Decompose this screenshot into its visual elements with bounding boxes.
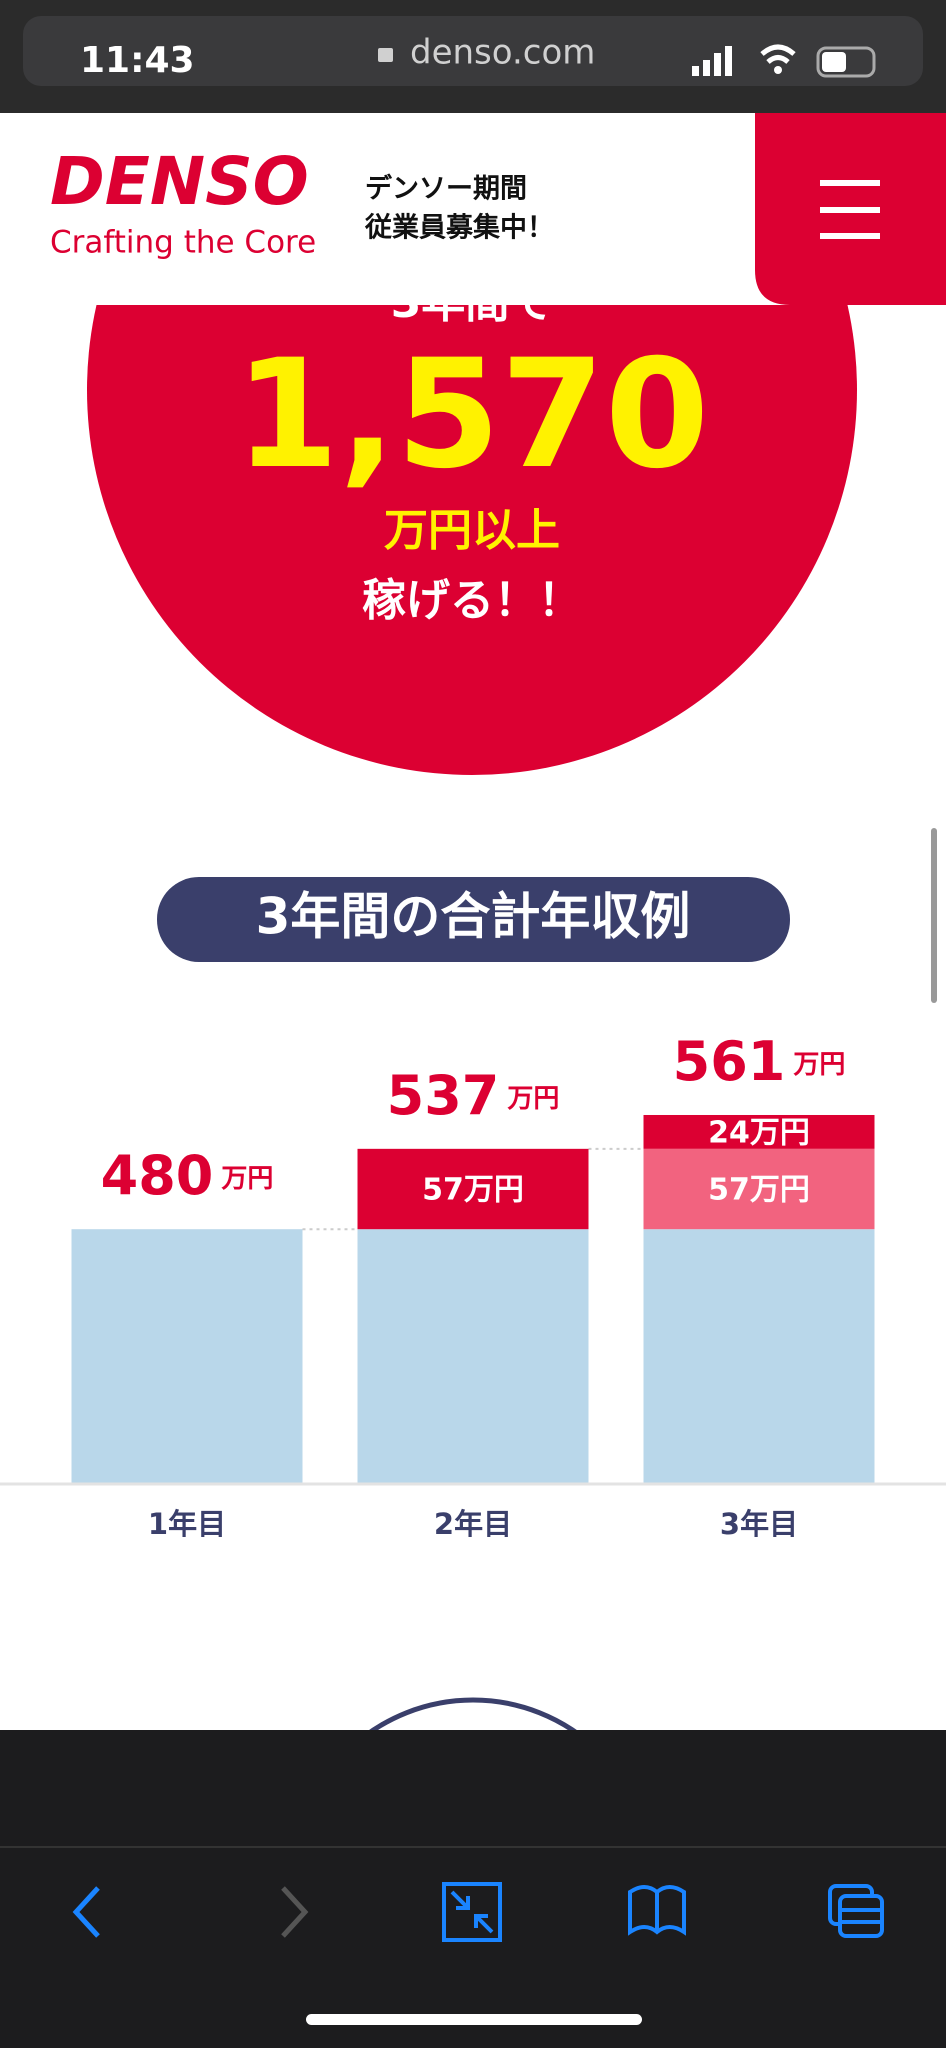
total-value: 537 — [387, 1063, 500, 1126]
total-value: 480 — [101, 1144, 214, 1207]
notice: 従業員募集中！ — [364, 212, 554, 244]
scrollbar — [931, 828, 937, 1003]
total-label: 561 万円 — [673, 1030, 846, 1093]
section-title: 3年間の合計年収例 — [256, 888, 691, 946]
menu-icon — [820, 180, 880, 239]
total-unit: 万円 — [793, 1049, 845, 1079]
browser-bottom — [0, 1730, 946, 2048]
section-pill — [157, 877, 790, 962]
total-value: 561 — [673, 1030, 786, 1093]
bar-segment — [71, 1229, 303, 1483]
segment-label: 24万円 — [708, 1115, 810, 1150]
bar-segment — [643, 1114, 875, 1149]
battery-level — [822, 52, 846, 72]
tabs-button[interactable] — [828, 1884, 884, 1938]
zoom-button[interactable] — [442, 1882, 502, 1942]
bar-segment — [357, 1229, 589, 1483]
bar-segment — [643, 1148, 875, 1230]
home-indicator — [306, 2014, 642, 2025]
time: 11:43 — [80, 40, 195, 81]
wifi-icon — [774, 66, 782, 74]
url: denso.com — [410, 33, 595, 73]
x-tick-label: 1年目 — [148, 1507, 226, 1541]
wifi-icon — [760, 44, 796, 64]
total-unit: 万円 — [507, 1083, 559, 1113]
total-label: 537 万円 — [387, 1063, 560, 1126]
segment-label: 57万円 — [708, 1173, 810, 1208]
hero-amount: 1,570 — [235, 328, 709, 502]
back-button[interactable] — [72, 1886, 100, 1938]
signal-icon — [692, 46, 732, 76]
battery-icon — [816, 46, 876, 78]
bookmarks-button[interactable] — [628, 1885, 686, 1936]
total-label: 480 万円 — [101, 1144, 274, 1207]
forward-button[interactable] — [281, 1886, 309, 1938]
x-tick-label: 2年目 — [434, 1507, 512, 1541]
tagline: Crafting the Core — [50, 225, 316, 261]
notice: デンソー期間 — [365, 173, 527, 205]
x-tick-label: 3年目 — [720, 1507, 798, 1541]
segment-label: 57万円 — [422, 1173, 524, 1208]
logo[interactable]: DENSO — [50, 143, 309, 220]
lock-icon — [378, 48, 393, 62]
hero-tail: 稼げる！！ — [362, 575, 582, 626]
hero-unit: 万円以上 — [384, 505, 560, 556]
total-unit: 万円 — [221, 1164, 273, 1194]
bar-segment — [643, 1229, 875, 1483]
bar-segment — [357, 1148, 589, 1230]
